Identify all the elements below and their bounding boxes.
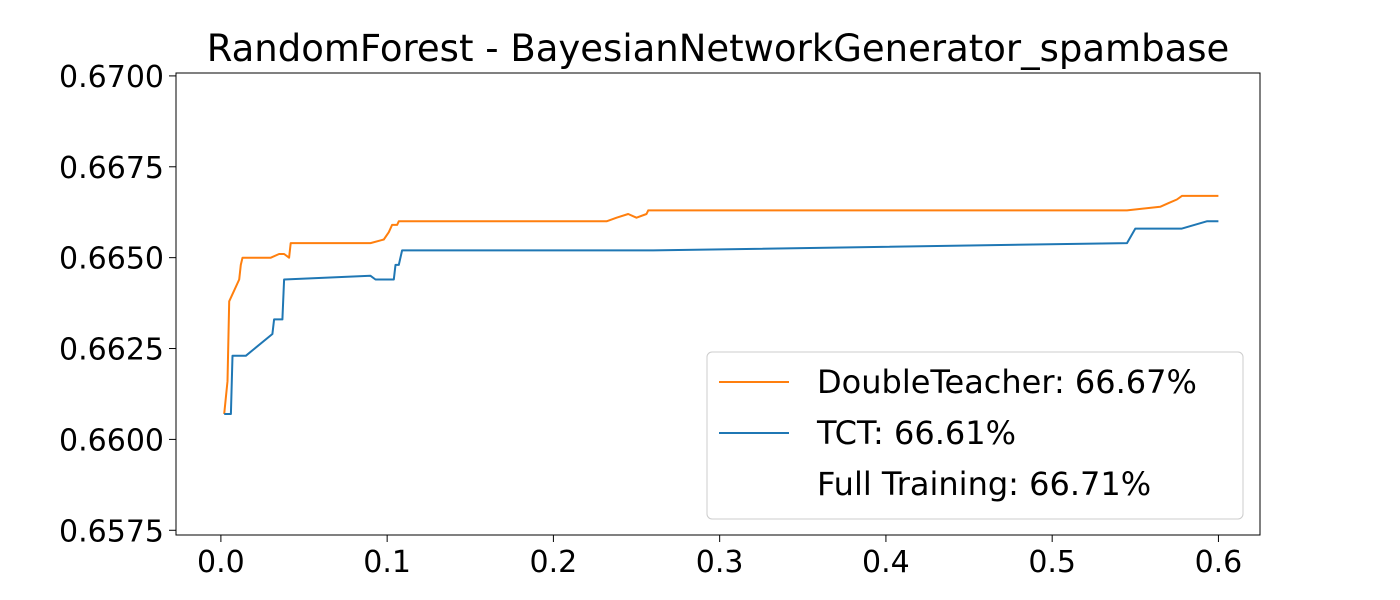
legend-label: DoubleTeacher: 66.67% [817,363,1197,401]
y-tick-label: 0.6675 [59,151,164,186]
x-tick-label: 0.1 [363,545,411,580]
y-tick-label: 0.6650 [59,242,164,277]
legend-label: Full Training: 66.71% [817,465,1151,503]
legend-box [706,351,1244,520]
y-tick-label: 0.6700 [59,60,164,95]
x-tick-label: 0.0 [197,545,245,580]
series-group [223,194,1219,415]
x-tick-label: 0.5 [1028,545,1076,580]
x-axis: 0.0 0.1 0.2 0.3 0.4 0.5 0.6 [197,535,1242,580]
y-axis: 0.6575 0.6600 0.6625 0.6650 0.6675 0.6700 [59,60,176,549]
x-tick-label: 0.2 [530,545,578,580]
series-line [224,220,1219,415]
legend-label: TCT: 66.61% [816,414,1016,452]
plot-frame [175,72,1261,536]
x-tick-label: 0.4 [862,545,910,580]
y-tick-label: 0.6575 [59,514,164,549]
plot-area [175,72,1261,536]
legend: DoubleTeacher: 66.67% TCT: 66.61% Full Tra… [706,351,1244,520]
x-tick-label: 0.6 [1195,545,1243,580]
series-line [223,194,1219,415]
chart-title: RandomForest - BayesianNetworkGenerator_… [207,27,1230,70]
y-tick-label: 0.6600 [59,423,164,458]
x-tick-label: 0.3 [696,545,744,580]
y-tick-label: 0.6625 [59,333,164,368]
